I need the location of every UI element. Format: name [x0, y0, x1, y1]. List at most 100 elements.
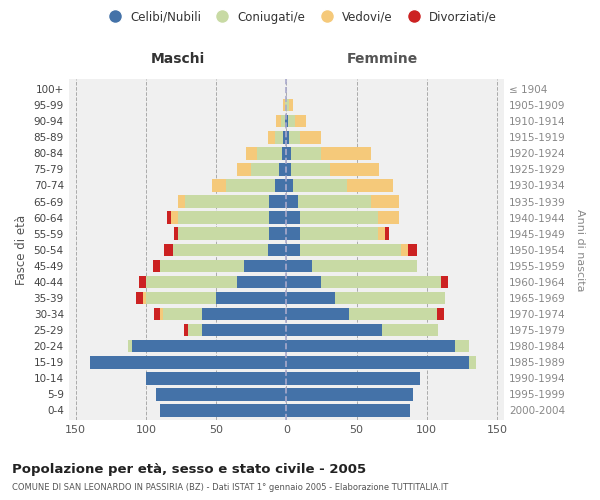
Bar: [171, 212, 178, 224]
Bar: [156, 388, 286, 400]
Bar: [286, 292, 335, 304]
Bar: [160, 308, 163, 320]
Bar: [146, 372, 286, 384]
Bar: [163, 308, 202, 320]
Bar: [286, 404, 410, 417]
Y-axis label: Anni di nascita: Anni di nascita: [575, 208, 585, 291]
Bar: [128, 340, 132, 352]
Bar: [283, 99, 285, 112]
Bar: [268, 244, 286, 256]
Y-axis label: Fasce di età: Fasce di età: [15, 214, 28, 285]
Bar: [202, 324, 286, 336]
Bar: [178, 228, 269, 240]
Bar: [385, 228, 389, 240]
Bar: [173, 244, 268, 256]
Bar: [286, 147, 290, 160]
Bar: [301, 228, 377, 240]
Bar: [146, 292, 216, 304]
Bar: [160, 260, 244, 272]
Bar: [185, 196, 269, 208]
Bar: [90, 356, 286, 368]
Bar: [455, 340, 469, 352]
Bar: [377, 212, 398, 224]
Bar: [269, 212, 286, 224]
Bar: [330, 163, 379, 175]
Bar: [281, 115, 285, 128]
Bar: [184, 324, 188, 336]
Bar: [178, 196, 185, 208]
Bar: [290, 163, 330, 175]
Bar: [293, 179, 347, 192]
Text: Maschi: Maschi: [151, 52, 205, 66]
Bar: [154, 308, 160, 320]
Bar: [286, 228, 301, 240]
Bar: [160, 404, 286, 417]
Bar: [349, 308, 437, 320]
Legend: Celibi/Nubili, Coniugati/e, Vedovi/e, Divorziati/e: Celibi/Nubili, Coniugati/e, Vedovi/e, Di…: [98, 6, 502, 28]
Bar: [275, 131, 283, 143]
Bar: [139, 276, 146, 288]
Bar: [286, 340, 455, 352]
Bar: [286, 372, 419, 384]
Bar: [282, 147, 286, 160]
Bar: [371, 196, 398, 208]
Bar: [283, 131, 286, 143]
Bar: [286, 163, 290, 175]
Bar: [301, 212, 377, 224]
Bar: [335, 292, 445, 304]
Bar: [286, 131, 289, 143]
Bar: [298, 196, 371, 208]
Bar: [469, 356, 476, 368]
Bar: [269, 196, 286, 208]
Bar: [286, 179, 293, 192]
Bar: [279, 163, 286, 175]
Bar: [237, 163, 251, 175]
Bar: [377, 228, 385, 240]
Text: Femmine: Femmine: [346, 52, 418, 66]
Bar: [286, 196, 298, 208]
Bar: [164, 244, 173, 256]
Bar: [212, 179, 226, 192]
Bar: [286, 388, 413, 400]
Bar: [143, 292, 146, 304]
Bar: [174, 228, 178, 240]
Bar: [286, 212, 301, 224]
Bar: [268, 131, 275, 143]
Bar: [409, 244, 417, 256]
Bar: [286, 308, 349, 320]
Bar: [290, 147, 322, 160]
Bar: [286, 324, 382, 336]
Bar: [136, 292, 143, 304]
Bar: [295, 115, 306, 128]
Bar: [269, 228, 286, 240]
Bar: [285, 99, 286, 112]
Bar: [286, 244, 301, 256]
Bar: [167, 212, 171, 224]
Text: Popolazione per età, sesso e stato civile - 2005: Popolazione per età, sesso e stato civil…: [12, 462, 366, 475]
Bar: [286, 99, 289, 112]
Bar: [289, 99, 293, 112]
Bar: [289, 131, 301, 143]
Bar: [237, 276, 286, 288]
Bar: [286, 276, 322, 288]
Bar: [251, 163, 279, 175]
Bar: [188, 324, 202, 336]
Bar: [244, 260, 286, 272]
Bar: [441, 276, 448, 288]
Bar: [132, 340, 286, 352]
Bar: [216, 292, 286, 304]
Bar: [288, 115, 295, 128]
Bar: [178, 212, 269, 224]
Bar: [245, 147, 257, 160]
Bar: [382, 324, 438, 336]
Bar: [202, 308, 286, 320]
Bar: [301, 131, 322, 143]
Bar: [286, 260, 311, 272]
Bar: [322, 276, 441, 288]
Bar: [285, 115, 286, 128]
Text: COMUNE DI SAN LEONARDO IN PASSIRIA (BZ) - Dati ISTAT 1° gennaio 2005 - Elaborazi: COMUNE DI SAN LEONARDO IN PASSIRIA (BZ) …: [12, 482, 448, 492]
Bar: [275, 179, 286, 192]
Bar: [286, 356, 469, 368]
Bar: [146, 276, 237, 288]
Bar: [311, 260, 417, 272]
